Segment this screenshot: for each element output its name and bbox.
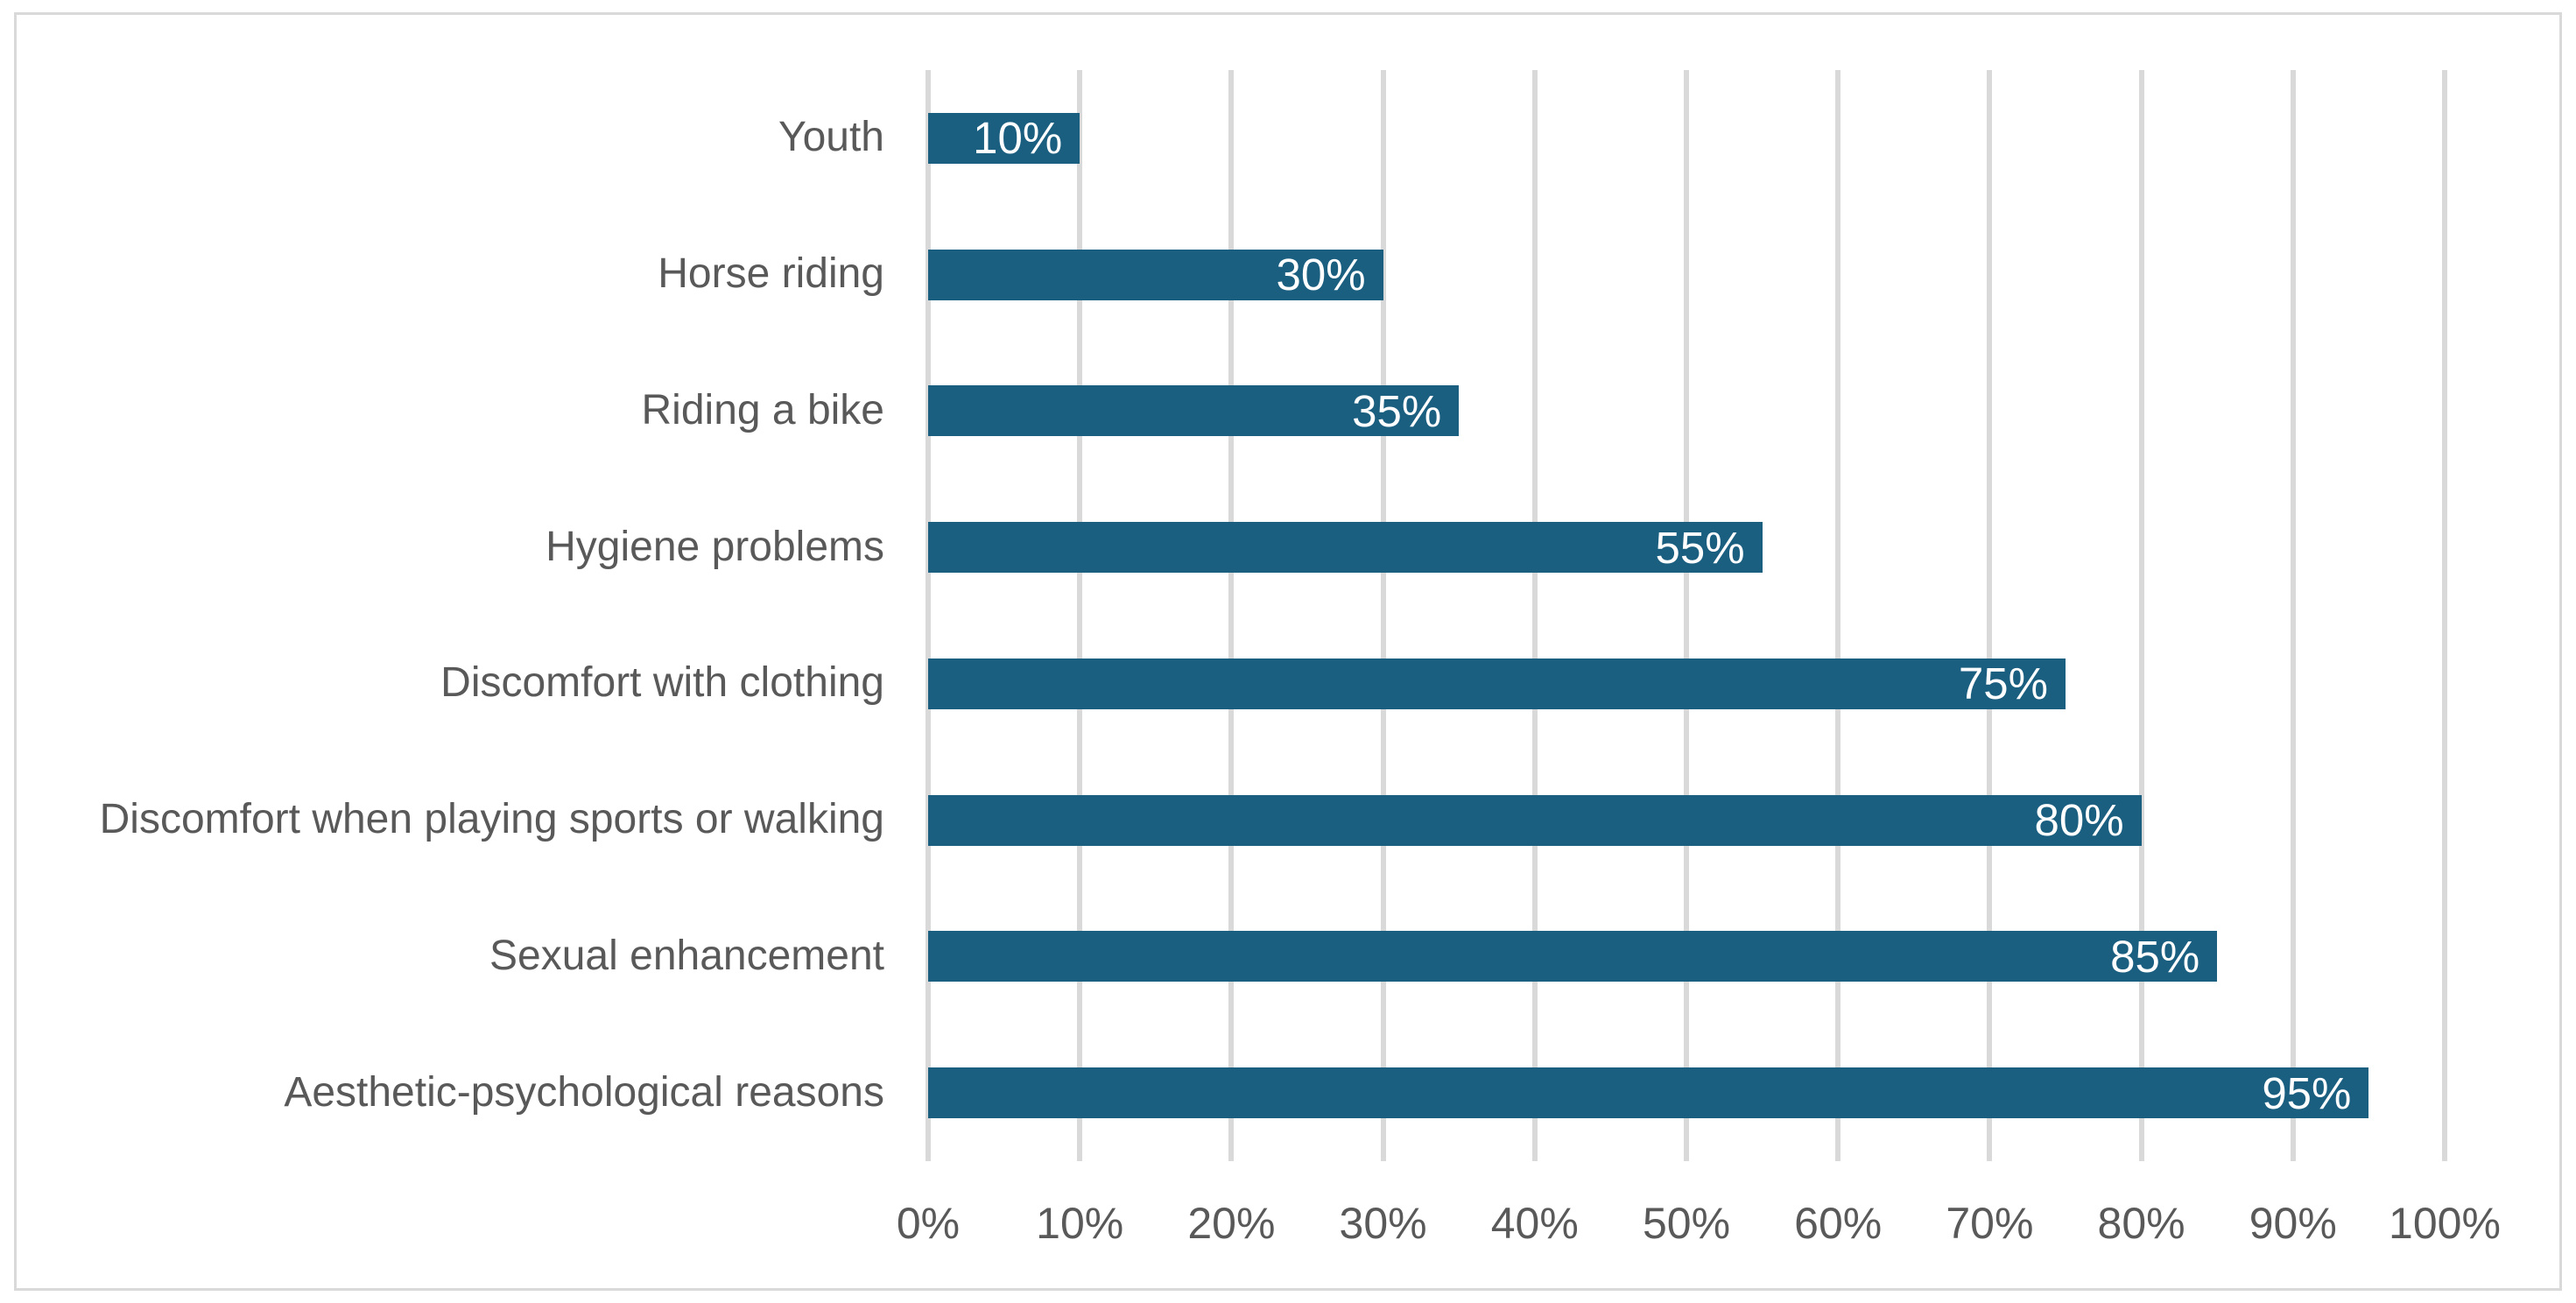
x-tick-label: 80% (2097, 1199, 2185, 1248)
bar-value-label: 85% (2110, 931, 2200, 982)
gridline (1684, 70, 1689, 1161)
bar-row: 10% (928, 70, 2445, 207)
category-label: Aesthetic-psychological reasons (284, 1068, 884, 1116)
bar-row: 55% (928, 479, 2445, 616)
x-tick-label: 0% (896, 1199, 961, 1248)
bar: 35% (928, 385, 1460, 437)
gridline (2290, 70, 2296, 1161)
x-tick-label: 20% (1187, 1199, 1276, 1248)
gridline (1380, 70, 1386, 1161)
gridline (1531, 70, 1538, 1161)
category-label: Hygiene problems (545, 523, 884, 570)
bar: 85% (928, 931, 2218, 983)
bar-value-label: 95% (2262, 1067, 2352, 1118)
x-tick-label: 40% (1490, 1199, 1579, 1248)
x-tick-label: 10% (1036, 1199, 1124, 1248)
category-axis: Youth Horse riding Riding a bike Hygiene pr… (18, 70, 884, 1161)
bar-value-label: 80% (2034, 795, 2124, 846)
bar-row: 80% (928, 752, 2445, 889)
category-label: Riding a bike (641, 386, 885, 433)
bar-row: 35% (928, 343, 2445, 480)
x-axis: 0% 10% 20% 30% 40% 50% 60% 70% 80% 90% 100% (897, 1184, 2501, 1263)
bar-value-label: 55% (1655, 522, 1745, 573)
bar: 30% (928, 249, 1383, 300)
bar-value-label: 10% (973, 113, 1063, 164)
bar: 95% (928, 1067, 2369, 1119)
x-tick-label: 30% (1339, 1199, 1427, 1248)
bar-value-label: 35% (1352, 385, 1442, 436)
bar-row: 30% (928, 207, 2445, 343)
x-tick-label: 70% (1946, 1199, 2034, 1248)
bar-series: 10% 30% 35% 55% 75% 80% 85% 95% (928, 70, 2445, 1161)
bar-row: 85% (928, 889, 2445, 1025)
gridline (1228, 70, 1235, 1161)
category-label: Horse riding (658, 250, 884, 298)
bar-row: 95% (928, 1025, 2445, 1161)
gridline (1077, 70, 1083, 1161)
category-label: Youth (778, 114, 884, 161)
x-tick-label: 100% (2389, 1199, 2501, 1248)
bar: 55% (928, 522, 1763, 574)
bar-row: 75% (928, 616, 2445, 752)
bar: 10% (928, 112, 1080, 164)
category-label: Discomfort with clothing (440, 659, 884, 707)
gridline (1987, 70, 1993, 1161)
gridline (2138, 70, 2144, 1161)
x-tick-label: 60% (1794, 1199, 1883, 1248)
bar-value-label: 30% (1276, 250, 1366, 300)
category-label: Sexual enhancement (489, 932, 884, 979)
gridline (2442, 70, 2447, 1161)
bar: 75% (928, 658, 2066, 709)
bar: 80% (928, 794, 2142, 846)
gridline (926, 70, 931, 1161)
plot-area: 10% 30% 35% 55% 75% 80% 85% 95% (926, 70, 2447, 1161)
gridline (1835, 70, 1841, 1161)
x-tick-label: 50% (1642, 1199, 1731, 1248)
category-label: Discomfort when playing sports or walkin… (99, 796, 884, 843)
x-tick-label: 90% (2249, 1199, 2337, 1248)
bar-value-label: 75% (1958, 659, 2048, 709)
